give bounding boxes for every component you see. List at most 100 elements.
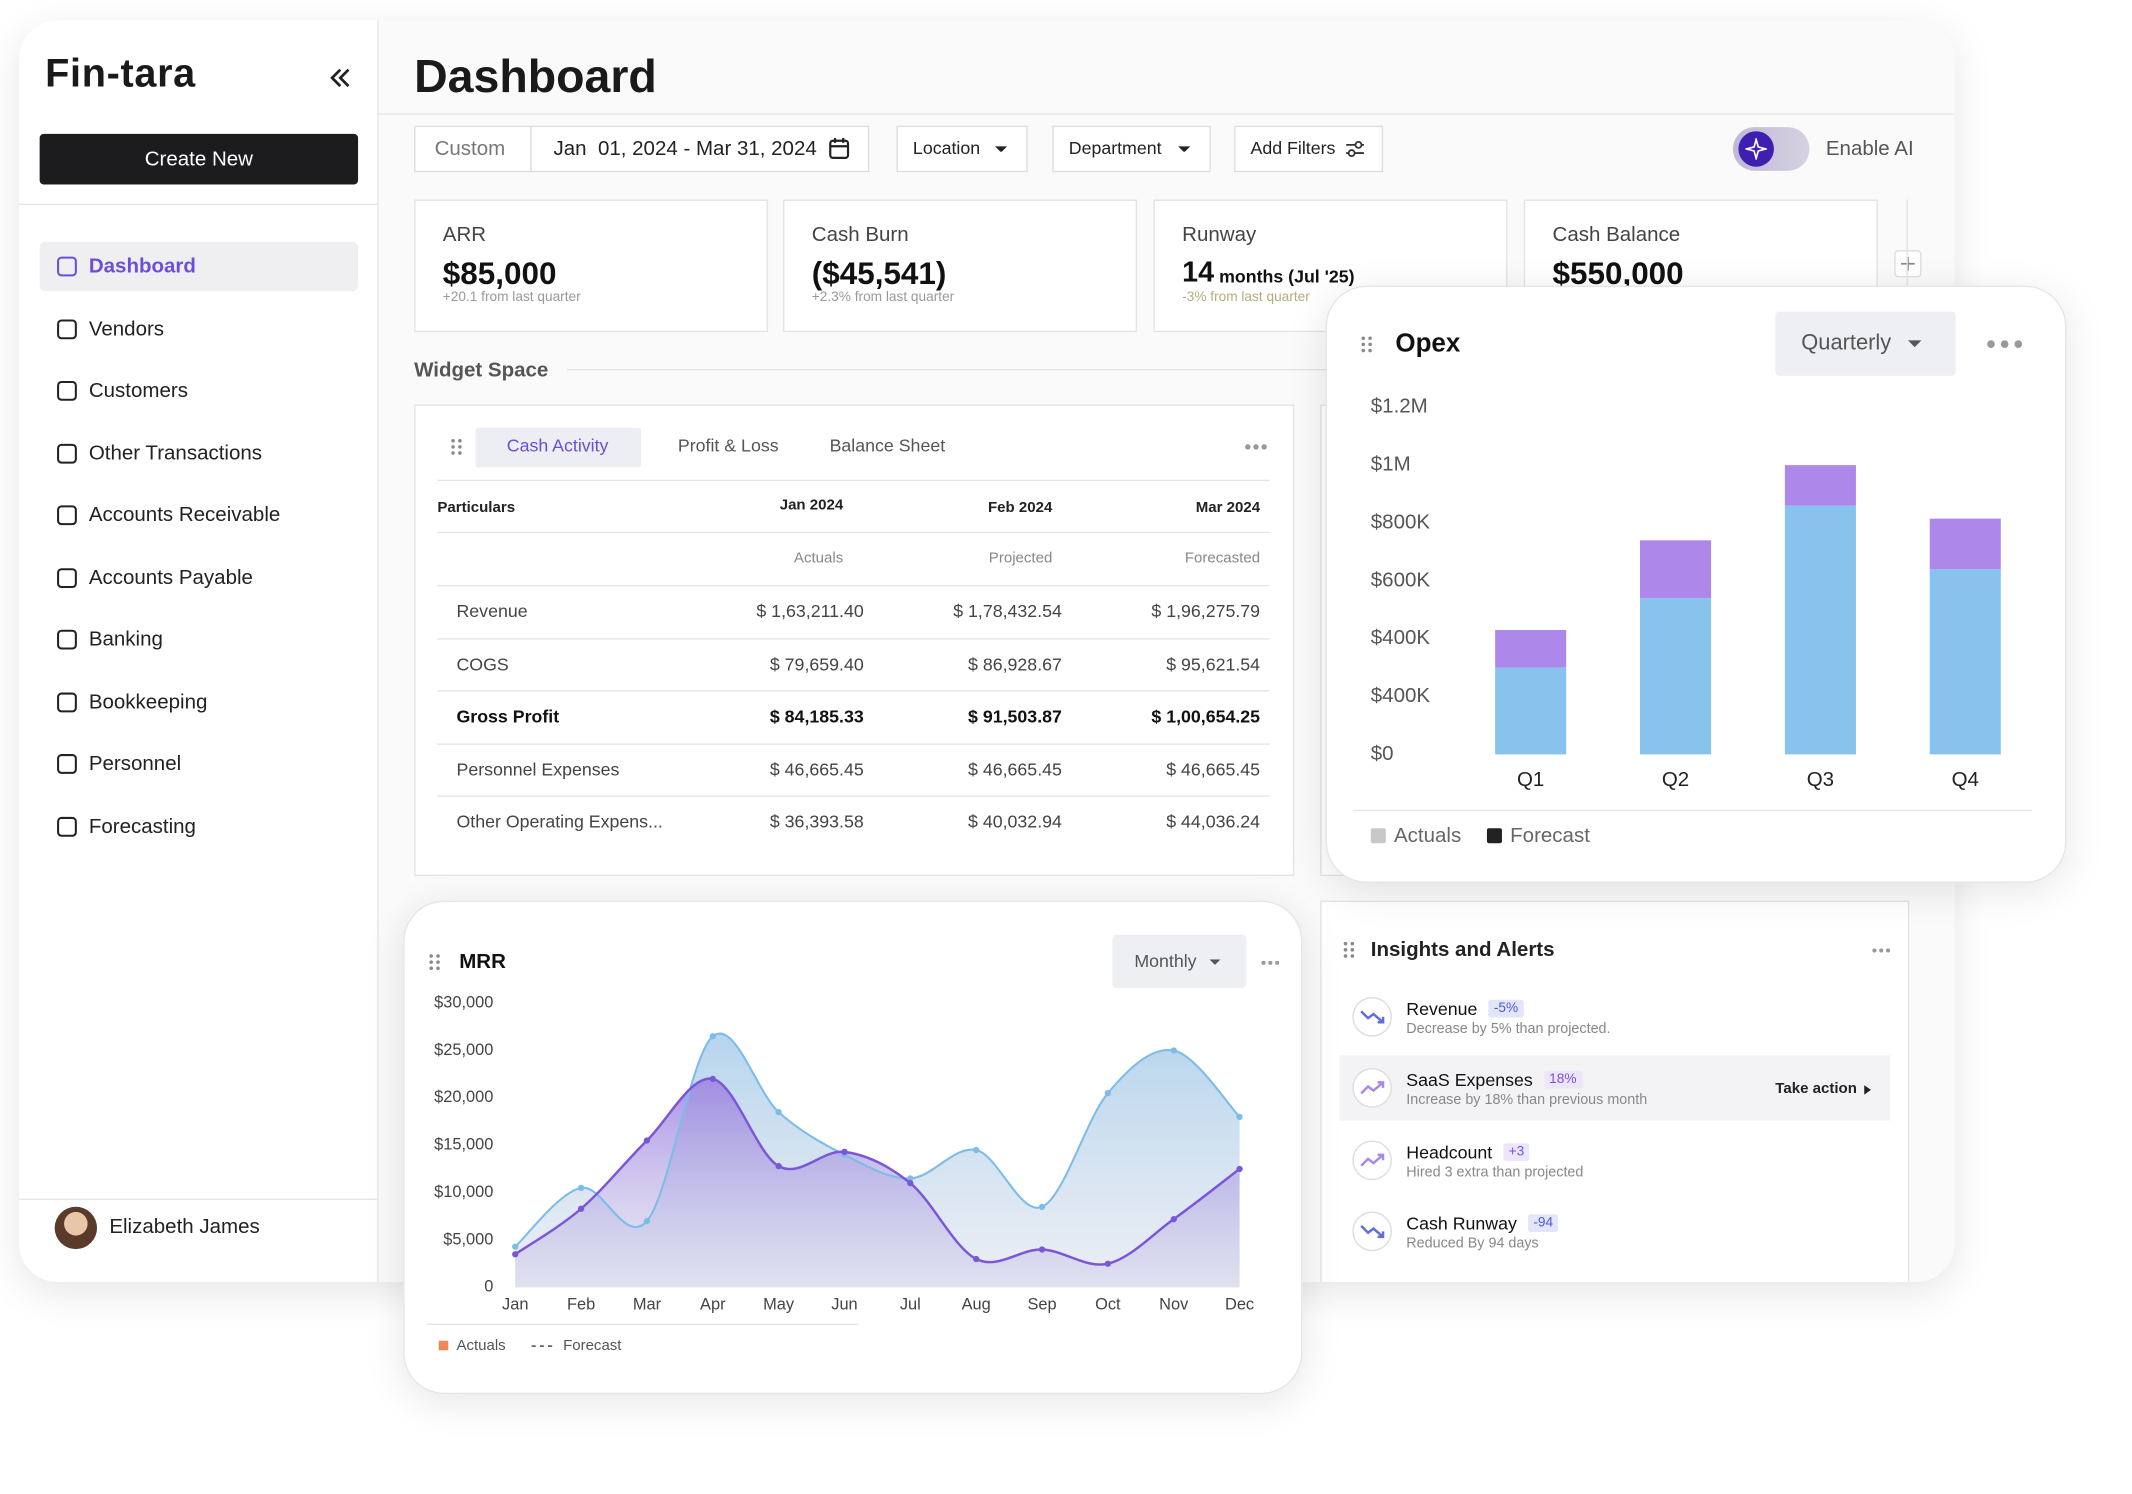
nav-item[interactable]: Accounts Receivable — [88, 503, 281, 527]
column-subheader: Actuals — [793, 550, 844, 567]
drag-handle[interactable] — [451, 438, 462, 455]
add-filters-button[interactable] — [1234, 125, 1384, 173]
page-title: Dashboard — [414, 51, 657, 104]
more-menu[interactable] — [1871, 947, 1890, 952]
insight-action[interactable]: Take action — [1775, 1081, 1857, 1098]
sidebar-divider — [377, 20, 379, 1282]
mrr-period-dropdown[interactable] — [1112, 934, 1247, 989]
insight-badge: 18% — [1543, 1071, 1582, 1089]
more-menu[interactable] — [1260, 960, 1279, 965]
table-cell: $ 1,96,275.79 — [1151, 600, 1261, 622]
kpi-label: Runway — [1182, 223, 1257, 247]
nav-item[interactable]: Personnel — [88, 752, 182, 776]
insight-heading: Revenue -5% — [1406, 998, 1524, 1019]
nav-icon — [57, 505, 77, 526]
row-label: Other Operating Expens... — [456, 811, 663, 832]
brand-logo: Fin-tara — [45, 52, 196, 97]
kpi-card — [414, 199, 769, 333]
kpi-label: Cash Burn — [811, 223, 909, 247]
section-rule — [567, 369, 1354, 371]
drag-handle[interactable] — [1361, 336, 1372, 353]
sidebar-separator — [19, 203, 379, 206]
column-header: Mar 2024 — [1195, 499, 1261, 517]
insight-description: Decrease by 5% than projected. — [1406, 1020, 1611, 1038]
table-cell: $ 36,393.58 — [769, 811, 864, 832]
table-cell: $ 1,00,654.25 — [1151, 705, 1261, 727]
table-cell: $ 46,665.45 — [769, 758, 864, 780]
more-menu[interactable] — [1987, 340, 2023, 349]
insight-heading: SaaS Expenses 18% — [1406, 1070, 1582, 1090]
nav-icon — [57, 629, 77, 650]
date-range: Jan 01, 2024 - Mar 31, 2024 — [553, 137, 817, 161]
action-arrow — [1864, 1085, 1871, 1096]
nav-item[interactable]: Customers — [88, 379, 188, 403]
filter-icon — [1346, 140, 1364, 157]
opex-title: Opex — [1395, 329, 1461, 359]
period-select[interactable] — [414, 125, 532, 173]
nav-icon — [57, 256, 77, 277]
insight-badge: -5% — [1488, 999, 1524, 1018]
nav-item[interactable]: Accounts Payable — [88, 565, 253, 589]
nav-item[interactable]: Forecasting — [88, 814, 196, 838]
table-rule — [437, 743, 1270, 745]
nav-item[interactable]: Other Transactions — [88, 441, 263, 465]
period-label: Custom — [434, 137, 506, 161]
section-title: Widget Space — [414, 358, 549, 382]
table-rule — [437, 479, 1270, 482]
nav-item[interactable]: Bookkeeping — [88, 689, 208, 714]
table-cell: $ 1,63,211.40 — [756, 600, 864, 622]
calendar-icon — [829, 138, 850, 159]
row-label: COGS — [456, 653, 509, 674]
caret-icon — [1209, 959, 1221, 965]
table-rule — [437, 638, 1270, 640]
trend-icon — [1352, 1211, 1392, 1252]
insight-badge: -94 — [1527, 1214, 1559, 1232]
date-range-picker[interactable] — [530, 125, 870, 173]
column-header: Feb 2024 — [987, 499, 1053, 517]
filter-dropdown-label: Location — [912, 137, 981, 158]
nav-icon — [57, 691, 77, 712]
add-filters-label: Add Filters — [1250, 137, 1336, 158]
nav-icon — [57, 816, 77, 837]
nav-icon — [57, 380, 77, 401]
table-cell: $ 46,665.45 — [968, 758, 1062, 780]
column-header: Jan 2024 — [779, 497, 844, 514]
nav-icon — [57, 443, 77, 463]
table-rule — [437, 584, 1270, 587]
insight-title: Cash Runway — [1406, 1212, 1517, 1234]
filter-dropdown[interactable] — [896, 125, 1028, 173]
column-header: Particulars — [437, 499, 516, 517]
tab[interactable]: Cash Activity — [506, 435, 609, 456]
kpi-unit: months (Jul '25) — [1219, 265, 1355, 287]
drag-handle[interactable] — [1343, 941, 1355, 958]
insight-heading: Headcount +3 — [1406, 1141, 1530, 1162]
kpi-label: ARR — [442, 223, 487, 247]
caret-icon — [1177, 145, 1190, 153]
row-label: Personnel Expenses — [456, 758, 620, 780]
insight-description: Reduced By 94 days — [1406, 1235, 1539, 1252]
header-divider — [378, 113, 1955, 115]
table-cell: $ 79,659.40 — [769, 653, 864, 674]
nav-item[interactable]: Banking — [88, 627, 163, 652]
table-cell: $ 44,036.24 — [1166, 811, 1261, 832]
sidebar-separator — [19, 1198, 379, 1200]
kpi-card — [783, 199, 1138, 333]
nav-item[interactable]: Vendors — [88, 316, 165, 341]
insight-title: Headcount — [1406, 1141, 1493, 1162]
collapse-icon[interactable] — [328, 66, 353, 91]
opex-period-dropdown[interactable] — [1775, 311, 1956, 376]
trend-icon — [1352, 1139, 1392, 1180]
tab[interactable]: Balance Sheet — [829, 435, 946, 456]
kpi-label: Cash Balance — [1552, 223, 1681, 247]
create-button[interactable]: Create New — [39, 133, 359, 185]
kpi-note: +2.3% from last quarter — [811, 290, 955, 306]
drag-handle[interactable] — [429, 954, 440, 971]
nav-item[interactable]: Dashboard — [88, 254, 196, 278]
more-menu[interactable] — [1245, 444, 1267, 450]
insight-highlight — [1339, 1055, 1891, 1122]
user-avatar[interactable] — [54, 1206, 98, 1250]
table-cell: $ 91,503.87 — [968, 705, 1062, 727]
table-rule — [437, 690, 1270, 692]
tab[interactable]: Profit & Loss — [677, 435, 779, 456]
